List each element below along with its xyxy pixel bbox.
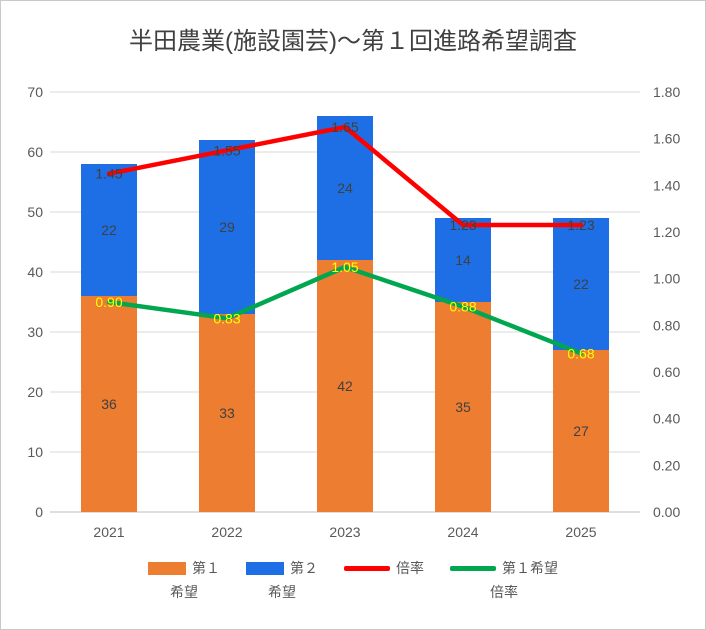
bar-value-label: 36 [101,396,117,412]
left-axis-tick: 70 [27,84,43,100]
line-value-label: 0.88 [449,299,476,315]
category-label: 2021 [93,524,124,540]
legend-item-row: 第１希望 [450,557,558,579]
bar-segment [81,296,137,512]
legend-item: 第１希望倍率 [450,557,558,603]
line-value-label: 1.23 [567,217,594,233]
bar-segment [199,314,255,512]
category-label: 2025 [565,524,596,540]
legend-line-swatch [450,565,496,571]
bar-value-label: 22 [101,222,117,238]
line-value-label: 1.65 [331,119,358,135]
legend-label-line2: 希望 [268,584,296,600]
line-value-label: 0.90 [95,294,122,310]
legend-item-row: 第１ [148,557,220,579]
bar-value-label: 33 [219,405,235,421]
legend-label: 倍率 [396,560,424,576]
line-value-label: 1.05 [331,259,358,275]
bar-value-label: 29 [219,219,235,235]
right-axis-tick: 0.20 [653,457,680,473]
combo-chart: 半田農業(施設園芸)～第１回進路希望調査 36 33 42 35 27 22 29 24 14 2… [27,28,680,540]
line-value-label: 1.45 [95,166,122,182]
line-path [106,264,584,356]
chart-title: 半田農業(施設園芸)～第１回進路希望調査 [129,28,577,55]
line-series [106,124,584,356]
legend-label-line2: 希望 [170,584,198,600]
legend-label: 第１ [192,560,220,576]
right-axis-tick: 1.20 [653,224,680,240]
legend-item: 第２ 希望 [246,557,318,603]
data-labels: 36 33 42 35 27 22 29 24 14 22 1.45 1.55 1.65 1.23 1.23… [95,119,594,439]
bar-segment [553,218,609,350]
line-value-label: 0.68 [567,345,594,361]
bar-value-label: 22 [573,276,589,292]
category-label: 2024 [447,524,478,540]
left-axis-tick: 0 [35,504,43,520]
bar-segment [317,260,373,512]
bar-series [81,116,609,512]
legend-label: 第２ [290,560,318,576]
legend-line-swatch [344,565,390,571]
right-axis-tick: 1.80 [653,84,680,100]
category-label: 2023 [329,524,360,540]
bar-value-label: 24 [337,180,353,196]
left-axis-tick: 10 [27,444,43,460]
bar-value-label: 14 [455,252,471,268]
legend-label: 第１希望 [502,560,558,576]
left-axis-tick: 30 [27,324,43,340]
line-value-label: 1.55 [213,142,240,158]
left-axis-tick: 20 [27,384,43,400]
right-axis-tick: 0.60 [653,364,680,380]
right-axis-tick: 0.00 [653,504,680,520]
bar-segment [553,350,609,512]
line-value-label: 1.23 [449,217,476,233]
right-axis-tick: 1.60 [653,131,680,147]
right-axis-tick: 1.00 [653,271,680,287]
bar-value-label: 42 [337,378,353,394]
legend-label-line2: 倍率 [490,584,518,600]
line-value-label: 0.83 [213,310,240,326]
bar-segment [81,164,137,296]
category-label: 2022 [211,524,242,540]
legend-bar-swatch [148,561,186,575]
line-path [106,124,584,228]
right-axis-tick: 1.40 [653,177,680,193]
right-axis-tick: 0.80 [653,317,680,333]
bar-segment [435,218,491,302]
left-axis-tick: 50 [27,204,43,220]
chart-legend: 第１ 希望 第２ 希望 倍率 第１希望 倍率 [1,557,705,603]
left-axis-tick: 60 [27,144,43,160]
bar-value-label: 35 [455,399,471,415]
legend-item-row: 第２ [246,557,318,579]
axis-labels: 0 10 20 30 40 50 60 70 0.00 0.20 0.40 0.60 0.80 1.00 1… [27,84,680,540]
legend-bar-swatch [246,561,284,575]
legend-item: 倍率 [344,557,424,579]
bar-segment [199,140,255,314]
legend-item-row: 倍率 [344,557,424,579]
bar-value-label: 27 [573,423,589,439]
bar-segment [435,302,491,512]
left-axis-tick: 40 [27,264,43,280]
right-axis-tick: 0.40 [653,411,680,427]
legend-item: 第１ 希望 [148,557,220,603]
